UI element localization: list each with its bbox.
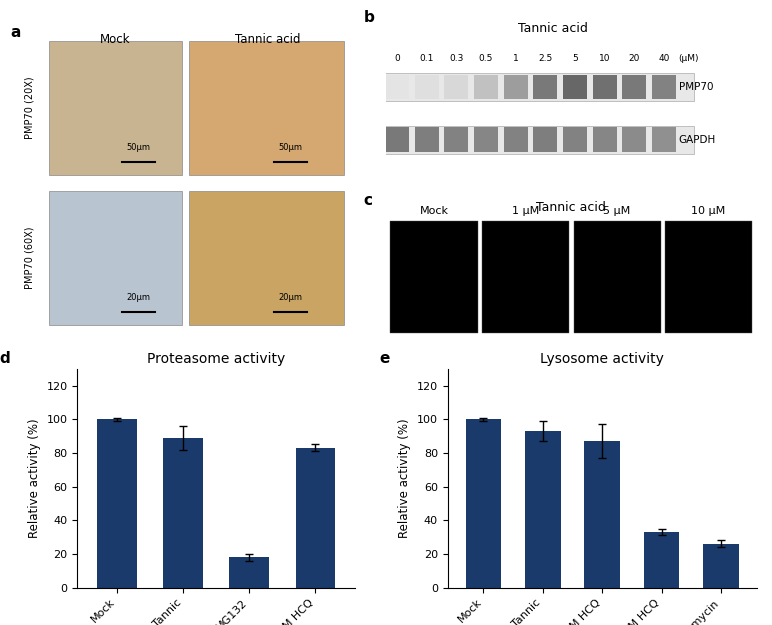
Text: b: b <box>364 10 374 25</box>
Text: 0.1: 0.1 <box>419 54 434 62</box>
Text: a: a <box>10 25 21 40</box>
Bar <box>652 75 676 99</box>
Bar <box>574 221 661 333</box>
Text: c: c <box>364 193 373 208</box>
Text: 5 μM: 5 μM <box>604 206 631 216</box>
Title: Proteasome activity: Proteasome activity <box>147 352 286 366</box>
Bar <box>466 419 501 588</box>
Bar <box>382 126 693 154</box>
Text: 0.3: 0.3 <box>449 54 464 62</box>
Text: 20: 20 <box>628 54 640 62</box>
Text: 10: 10 <box>599 54 611 62</box>
Text: 1: 1 <box>513 54 519 62</box>
Bar <box>97 419 137 588</box>
Bar <box>563 75 587 99</box>
Bar <box>49 191 182 325</box>
Bar <box>622 75 646 99</box>
Bar <box>415 75 438 99</box>
Text: PMP70 (20X): PMP70 (20X) <box>25 76 35 139</box>
Bar <box>665 221 752 333</box>
Bar <box>503 127 528 152</box>
Text: Mock: Mock <box>100 32 130 46</box>
Text: Tannic acid: Tannic acid <box>518 22 587 35</box>
Text: 20μm: 20μm <box>127 293 151 302</box>
Bar <box>188 191 344 325</box>
Bar <box>445 127 469 152</box>
Bar <box>163 438 203 588</box>
Bar <box>188 41 344 175</box>
Text: PMP70: PMP70 <box>679 82 713 92</box>
Text: 2.5: 2.5 <box>538 54 553 62</box>
Y-axis label: Relative activity (%): Relative activity (%) <box>28 418 41 538</box>
Bar <box>445 75 469 99</box>
Bar <box>593 75 617 99</box>
Bar <box>533 75 557 99</box>
Bar <box>584 441 620 588</box>
Text: 50μm: 50μm <box>127 143 151 152</box>
Text: Mock: Mock <box>419 206 449 216</box>
Bar <box>652 127 676 152</box>
Bar <box>503 75 528 99</box>
Text: 0: 0 <box>394 54 400 62</box>
Y-axis label: Relative activity (%): Relative activity (%) <box>398 418 411 538</box>
Bar <box>229 558 269 588</box>
Text: 10 μM: 10 μM <box>692 206 726 216</box>
Bar <box>474 127 498 152</box>
Bar <box>644 532 679 588</box>
Bar <box>593 127 617 152</box>
Text: 20μm: 20μm <box>279 293 303 302</box>
Title: Lysosome activity: Lysosome activity <box>540 352 664 366</box>
Bar <box>482 221 569 333</box>
Text: 50μm: 50μm <box>279 143 303 152</box>
Text: e: e <box>380 351 390 366</box>
Text: GAPDH: GAPDH <box>679 134 716 144</box>
Bar <box>385 127 409 152</box>
Text: PMP70 (60X): PMP70 (60X) <box>25 226 35 289</box>
Bar <box>385 75 409 99</box>
Text: 5: 5 <box>572 54 578 62</box>
Text: d: d <box>0 351 10 366</box>
Text: 1 μM: 1 μM <box>512 206 539 216</box>
Bar <box>415 127 438 152</box>
Text: Tannic acid: Tannic acid <box>235 32 301 46</box>
Bar <box>474 75 498 99</box>
Text: 40: 40 <box>659 54 669 62</box>
Bar <box>563 127 587 152</box>
Bar <box>382 73 693 101</box>
Bar <box>391 221 478 333</box>
Bar <box>525 431 560 588</box>
Bar <box>703 544 739 588</box>
Bar <box>533 127 557 152</box>
Text: (μM): (μM) <box>679 54 699 62</box>
Text: Tannic acid: Tannic acid <box>537 201 606 214</box>
Bar <box>49 41 182 175</box>
Bar <box>296 448 335 588</box>
Text: 0.5: 0.5 <box>479 54 493 62</box>
Bar <box>622 127 646 152</box>
